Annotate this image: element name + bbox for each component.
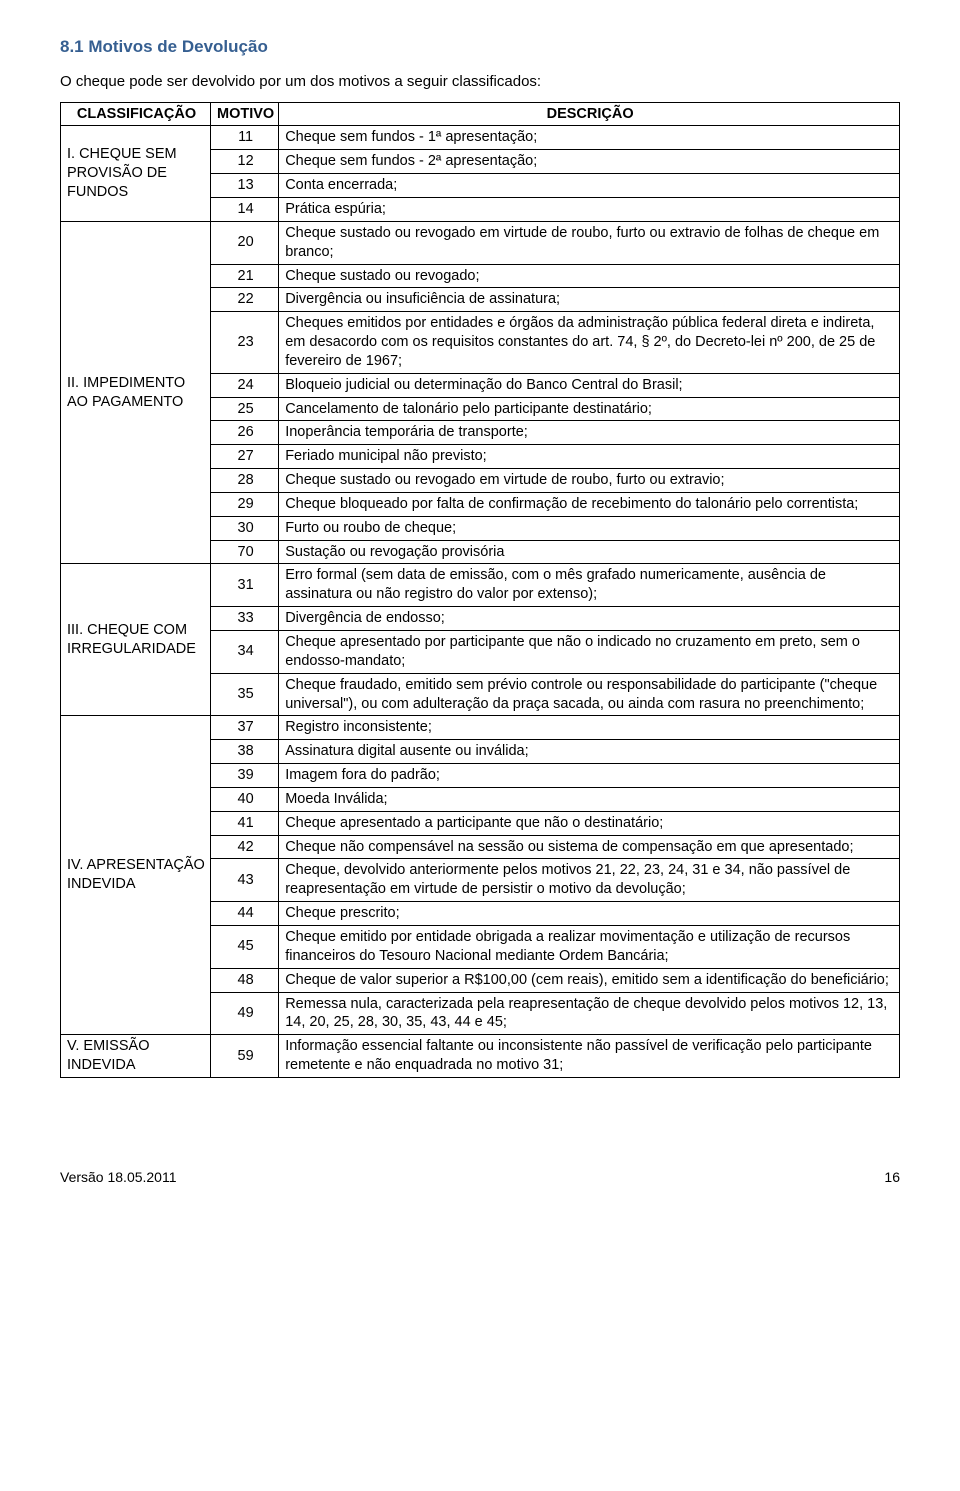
motivo-desc: Cheque sem fundos - 2ª apresentação; — [279, 150, 900, 174]
classification-cell: IV. APRESENTAÇÃO INDEVIDA — [61, 716, 211, 1035]
motivo-desc: Inoperância temporária de transporte; — [279, 421, 900, 445]
motivo-code: 28 — [211, 469, 279, 493]
motivo-desc: Feriado municipal não previsto; — [279, 445, 900, 469]
motivo-code: 39 — [211, 764, 279, 788]
motivo-code: 23 — [211, 312, 279, 374]
motivo-code: 44 — [211, 902, 279, 926]
motivo-code: 29 — [211, 492, 279, 516]
motivo-desc: Sustação ou revogação provisória — [279, 540, 900, 564]
motivo-code: 70 — [211, 540, 279, 564]
motivo-desc: Assinatura digital ausente ou inválida; — [279, 740, 900, 764]
motivo-code: 13 — [211, 174, 279, 198]
motivo-code: 24 — [211, 373, 279, 397]
motivo-desc: Cheque, devolvido anteriormente pelos mo… — [279, 859, 900, 902]
intro-text: O cheque pode ser devolvido por um dos m… — [60, 72, 900, 92]
table-header-row: CLASSIFICAÇÃO MOTIVO DESCRIÇÃO — [61, 102, 900, 126]
motivo-code: 20 — [211, 221, 279, 264]
motivo-desc: Cancelamento de talonário pelo participa… — [279, 397, 900, 421]
footer-version: Versão 18.05.2011 — [60, 1168, 177, 1186]
motivo-desc: Informação essencial faltante ou inconsi… — [279, 1035, 900, 1078]
motivo-desc: Cheque sem fundos - 1ª apresentação; — [279, 126, 900, 150]
motivo-desc: Cheque bloqueado por falta de confirmaçã… — [279, 492, 900, 516]
motivo-code: 42 — [211, 835, 279, 859]
motivo-code: 22 — [211, 288, 279, 312]
classification-cell: III. CHEQUE COM IRREGULARIDADE — [61, 564, 211, 716]
motivo-desc: Cheque apresentado por participante que … — [279, 631, 900, 674]
motivo-code: 14 — [211, 197, 279, 221]
table-row: IV. APRESENTAÇÃO INDEVIDA37Registro inco… — [61, 716, 900, 740]
motivo-desc: Imagem fora do padrão; — [279, 764, 900, 788]
motivo-desc: Cheque prescrito; — [279, 902, 900, 926]
motivo-desc: Divergência ou insuficiência de assinatu… — [279, 288, 900, 312]
motivo-code: 11 — [211, 126, 279, 150]
motivo-desc: Cheque sustado ou revogado; — [279, 264, 900, 288]
motivo-code: 21 — [211, 264, 279, 288]
motivo-code: 40 — [211, 787, 279, 811]
motivo-code: 35 — [211, 673, 279, 716]
motivo-code: 41 — [211, 811, 279, 835]
motivo-desc: Moeda Inválida; — [279, 787, 900, 811]
page-footer: Versão 18.05.2011 16 — [60, 1168, 900, 1186]
col-header-classificacao: CLASSIFICAÇÃO — [61, 102, 211, 126]
motivo-code: 38 — [211, 740, 279, 764]
motivos-table: CLASSIFICAÇÃO MOTIVO DESCRIÇÃO I. CHEQUE… — [60, 102, 900, 1078]
classification-cell: I. CHEQUE SEM PROVISÃO DE FUNDOS — [61, 126, 211, 221]
motivo-desc: Cheque sustado ou revogado em virtude de… — [279, 221, 900, 264]
motivo-code: 12 — [211, 150, 279, 174]
motivo-code: 25 — [211, 397, 279, 421]
motivo-code: 59 — [211, 1035, 279, 1078]
footer-page-num: 16 — [884, 1168, 900, 1186]
motivo-desc: Erro formal (sem data de emissão, com o … — [279, 564, 900, 607]
motivo-code: 37 — [211, 716, 279, 740]
motivo-code: 48 — [211, 968, 279, 992]
motivo-desc: Registro inconsistente; — [279, 716, 900, 740]
motivo-code: 45 — [211, 925, 279, 968]
motivo-desc: Remessa nula, caracterizada pela reapres… — [279, 992, 900, 1035]
motivo-code: 34 — [211, 631, 279, 674]
motivo-code: 27 — [211, 445, 279, 469]
motivo-desc: Cheque de valor superior a R$100,00 (cem… — [279, 968, 900, 992]
table-row: II. IMPEDIMENTO AO PAGAMENTO20Cheque sus… — [61, 221, 900, 264]
motivo-desc: Cheque fraudado, emitido sem prévio cont… — [279, 673, 900, 716]
motivo-desc: Cheque sustado ou revogado em virtude de… — [279, 469, 900, 493]
table-row: III. CHEQUE COM IRREGULARIDADE31Erro for… — [61, 564, 900, 607]
motivo-desc: Prática espúria; — [279, 197, 900, 221]
motivo-desc: Cheque emitido por entidade obrigada a r… — [279, 925, 900, 968]
motivo-code: 43 — [211, 859, 279, 902]
classification-cell: V. EMISSÃO INDEVIDA — [61, 1035, 211, 1078]
motivo-code: 30 — [211, 516, 279, 540]
table-row: V. EMISSÃO INDEVIDA59Informação essencia… — [61, 1035, 900, 1078]
table-row: I. CHEQUE SEM PROVISÃO DE FUNDOS11Cheque… — [61, 126, 900, 150]
motivo-desc: Divergência de endosso; — [279, 607, 900, 631]
motivo-code: 33 — [211, 607, 279, 631]
section-heading: 8.1 Motivos de Devolução — [60, 36, 900, 58]
motivo-code: 31 — [211, 564, 279, 607]
col-header-motivo: MOTIVO — [211, 102, 279, 126]
motivo-code: 26 — [211, 421, 279, 445]
col-header-descricao: DESCRIÇÃO — [279, 102, 900, 126]
motivo-desc: Bloqueio judicial ou determinação do Ban… — [279, 373, 900, 397]
motivo-desc: Cheque não compensável na sessão ou sist… — [279, 835, 900, 859]
classification-cell: II. IMPEDIMENTO AO PAGAMENTO — [61, 221, 211, 564]
motivo-desc: Cheques emitidos por entidades e órgãos … — [279, 312, 900, 374]
motivo-desc: Cheque apresentado a participante que nã… — [279, 811, 900, 835]
motivo-code: 49 — [211, 992, 279, 1035]
motivo-desc: Conta encerrada; — [279, 174, 900, 198]
motivo-desc: Furto ou roubo de cheque; — [279, 516, 900, 540]
